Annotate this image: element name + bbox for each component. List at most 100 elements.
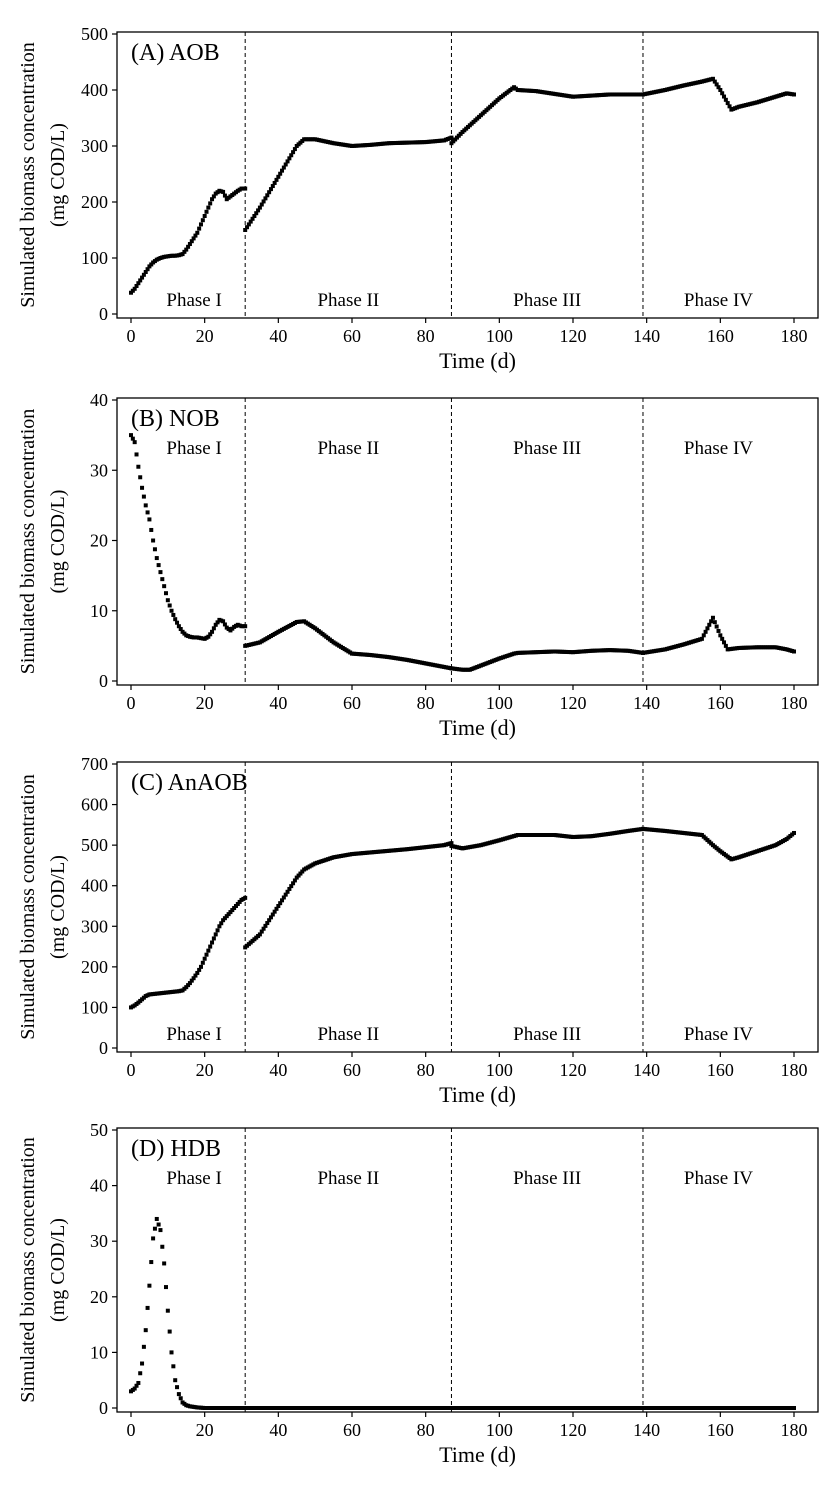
data-point	[133, 440, 137, 444]
y-axis-title-line-0: Simulated biomass concentration	[17, 409, 39, 675]
y-tick-label: 200	[81, 957, 108, 977]
y-tick-label: 50	[90, 1120, 108, 1140]
y-tick-label: 400	[81, 876, 108, 896]
y-tick-label: 30	[90, 460, 108, 480]
data-point	[166, 1309, 170, 1313]
x-tick-label: 140	[633, 693, 660, 713]
data-point	[129, 433, 133, 437]
x-tick-label: 0	[127, 326, 136, 346]
data-point	[170, 1350, 174, 1354]
x-tick-label: 120	[560, 1420, 587, 1440]
x-tick-label: 20	[196, 1060, 214, 1080]
data-point	[175, 621, 179, 625]
data-point	[702, 633, 706, 637]
y-tick-label: 400	[81, 80, 108, 100]
x-tick-label: 180	[781, 1420, 808, 1440]
chart-panel-0: 0 20 40 60 80 100 120 140 160 1800100200300400500…	[17, 24, 818, 373]
x-tick-label: 0	[127, 1420, 136, 1440]
x-tick-label: 180	[781, 693, 808, 713]
x-tick-label: 100	[486, 693, 513, 713]
y-axis-title-line-0: Simulated biomass concentration	[17, 1137, 39, 1403]
y-tick-label: 100	[81, 997, 108, 1017]
data-point	[711, 616, 715, 620]
data-point	[142, 1345, 146, 1349]
phase-label: Phase IV	[684, 1168, 753, 1189]
x-tick-label: 40	[269, 326, 287, 346]
phase-label: Phase I	[166, 438, 221, 459]
data-point	[153, 547, 157, 551]
chart-panel-2: 0 20 40 60 80 100 120 140 160 180 0 100 200 300 400 500…	[17, 754, 818, 1107]
data-point	[168, 603, 172, 607]
data-point	[160, 577, 164, 581]
data-point	[201, 961, 205, 965]
panel-label: (A) AOB	[131, 40, 220, 66]
data-point	[171, 1364, 175, 1368]
x-axis-title: Time (d)	[439, 715, 516, 740]
data-point	[177, 1392, 181, 1396]
data-point	[140, 486, 144, 490]
panel-label: (C) AnAOB	[131, 770, 248, 796]
x-tick-label: 60	[343, 1420, 361, 1440]
chart-panel-1: 0 20 40 60 80 100 120 140 160 180 0 10 20 30 40 Time (d…	[17, 390, 818, 740]
data-point	[146, 1306, 150, 1310]
data-point	[707, 623, 711, 627]
data-point	[171, 613, 175, 617]
data-point	[160, 1245, 164, 1249]
x-tick-label: 140	[633, 1420, 660, 1440]
phase-label: Phase II	[317, 290, 379, 311]
data-point	[173, 617, 177, 621]
data-point	[205, 953, 209, 957]
y-tick-label: 0	[99, 304, 108, 324]
data-point	[168, 1330, 172, 1334]
data-point	[223, 194, 227, 198]
y-tick-label: 500	[81, 835, 108, 855]
data-point	[205, 210, 209, 214]
phase-label: Phase III	[513, 290, 581, 311]
x-tick-label: 100	[486, 1060, 513, 1080]
data-point	[147, 517, 151, 521]
data-point	[203, 957, 207, 961]
chart-panel-3: 0 20 40 60 80 100 120 140 160 18001020304050Time …	[17, 1120, 818, 1467]
y-tick-label: 600	[81, 795, 108, 815]
y-tick-label: 30	[90, 1231, 108, 1251]
y-axis-title-line-1: (mg COD/L)	[47, 855, 69, 959]
y-tick-label: 0	[99, 1038, 108, 1058]
data-point	[162, 1261, 166, 1265]
data-point	[216, 928, 220, 932]
y-axis-title-line-0: Simulated biomass concentration	[17, 42, 39, 308]
x-axis-title: Time (d)	[439, 1442, 516, 1467]
y-axis-title-line-0: Simulated biomass concentration	[17, 774, 39, 1040]
y-tick-label: 40	[90, 390, 108, 410]
data-point	[151, 1236, 155, 1240]
data-point	[212, 626, 216, 630]
x-tick-label: 80	[417, 1420, 435, 1440]
panel-label: (B) NOB	[131, 406, 220, 432]
phase-label: Phase III	[513, 438, 581, 459]
data-point	[243, 187, 247, 191]
x-tick-label: 160	[707, 1420, 734, 1440]
phase-label: Phase IV	[684, 1024, 753, 1045]
x-tick-label: 160	[707, 1060, 734, 1080]
data-point	[144, 503, 148, 507]
x-tick-label: 160	[707, 693, 734, 713]
y-tick-label: 300	[81, 916, 108, 936]
x-tick-label: 120	[560, 326, 587, 346]
phase-label: Phase II	[317, 438, 379, 459]
data-point	[221, 190, 225, 194]
data-point	[199, 222, 203, 226]
data-point	[206, 949, 210, 953]
data-point	[149, 1260, 153, 1264]
data-point	[158, 570, 162, 574]
data-point	[792, 649, 796, 653]
y-tick-label: 200	[81, 192, 108, 212]
y-tick-label: 10	[90, 601, 108, 621]
x-tick-label: 20	[196, 693, 214, 713]
y-tick-label: 100	[81, 248, 108, 268]
data-point	[713, 620, 717, 624]
phase-label: Phase I	[166, 1024, 221, 1045]
data-point	[212, 936, 216, 940]
data-point	[720, 637, 724, 641]
y-tick-label: 40	[90, 1176, 108, 1196]
phase-label: Phase III	[513, 1168, 581, 1189]
data-point	[792, 831, 796, 835]
